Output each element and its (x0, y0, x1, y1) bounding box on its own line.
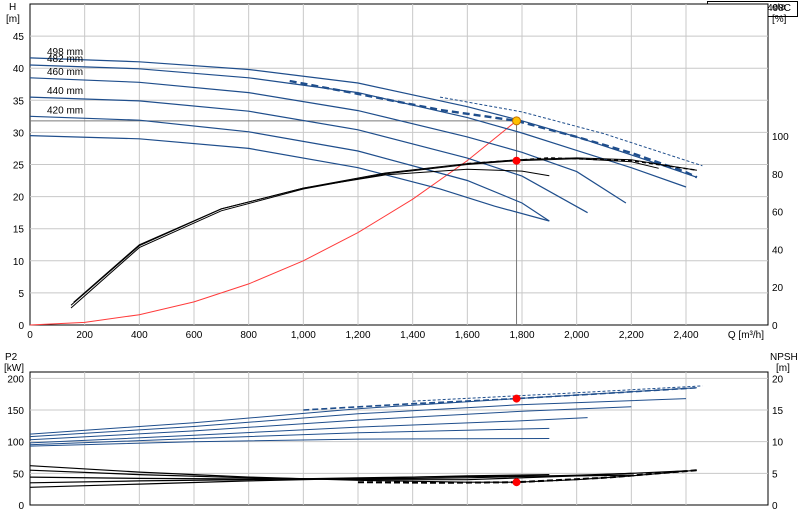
y-tick-label: 15 (13, 225, 25, 236)
y-tick-label: 25 (13, 161, 25, 172)
head-curve (29, 57, 698, 178)
y-tick-label: 30 (13, 128, 25, 139)
y-tick-label: 45 (13, 32, 25, 43)
y-axis-label: H (9, 2, 16, 13)
y-tick-label: 40 (13, 64, 25, 75)
npsh-tick-label: 15 (772, 406, 784, 417)
y2-tick-label: 60 (772, 208, 784, 219)
duty-point-eta (512, 156, 521, 165)
x-tick-label: 0 (27, 330, 33, 341)
npsh-curve (29, 474, 550, 488)
npsh-axis-unit: [m] (776, 363, 790, 374)
p2-tick-label: 150 (7, 406, 24, 417)
p2-tick-label: 50 (13, 469, 25, 480)
power-curve (29, 406, 632, 441)
head-curve (29, 77, 627, 204)
npsh-tick-label: 0 (772, 501, 778, 512)
x-tick-label: 200 (76, 330, 93, 341)
system-curve (29, 120, 517, 326)
p2-tick-label: 0 (18, 501, 24, 512)
p2-axis-label: P2 (5, 352, 18, 363)
head-curve (29, 64, 687, 188)
p2-axis-unit: [kW] (4, 363, 24, 374)
power-curve (29, 438, 550, 447)
x-tick-label: 1,600 (455, 330, 480, 341)
y-tick-label: 10 (13, 257, 25, 268)
head-curve-label: 440 mm (47, 86, 83, 97)
y-tick-label: 20 (13, 193, 25, 204)
y-tick-label: 35 (13, 96, 25, 107)
y2-tick-label: 20 (772, 283, 784, 294)
head-curve-label: 482 mm (47, 54, 83, 65)
y-tick-label: 5 (18, 289, 24, 300)
x-tick-label: 2,200 (619, 330, 644, 341)
eta-curve (73, 168, 550, 303)
x-tick-label: 2,400 (673, 330, 698, 341)
x-tick-label: 1,000 (291, 330, 316, 341)
head-curve-selected-dashed (289, 79, 698, 179)
npsh-tick-label: 20 (772, 374, 784, 385)
power-curve (29, 427, 550, 446)
y2-tick-label: 100 (772, 132, 789, 143)
y2-axis-unit: [%] (772, 14, 787, 25)
x-tick-label: 2,000 (564, 330, 589, 341)
p2-tick-label: 100 (7, 438, 24, 449)
x-axis-label: Q [m³/h] (728, 330, 764, 341)
head-curve-max-dashed (439, 96, 703, 167)
head-curve-label: 498 mm (47, 47, 83, 58)
x-tick-label: 1,400 (400, 330, 425, 341)
head-curve-label: 420 mm (47, 105, 83, 116)
npsh-tick-label: 10 (772, 438, 784, 449)
y2-tick-label: 40 (772, 245, 784, 256)
head-curve (29, 115, 550, 222)
x-tick-label: 400 (131, 330, 148, 341)
y2-tick-label: 0 (772, 321, 778, 332)
duty-point-head (512, 116, 522, 126)
power-curve (29, 417, 588, 444)
head-curve (29, 135, 550, 222)
npsh-axis-label: NPSH (770, 352, 798, 363)
y-tick-label: 0 (18, 321, 24, 332)
y2-tick-label: 80 (772, 170, 784, 181)
y2-axis-label: eta (772, 2, 786, 13)
x-tick-label: 1,200 (345, 330, 370, 341)
head-curve-label: 460 mm (47, 67, 83, 78)
x-tick-label: 800 (240, 330, 257, 341)
y-axis-unit: [m] (6, 14, 20, 25)
head-curve (29, 96, 588, 214)
p2-tick-label: 200 (7, 374, 24, 385)
duty-point-power (512, 394, 521, 403)
x-tick-label: 1,800 (509, 330, 534, 341)
power-curve-max-dashed (412, 385, 703, 402)
power-curve-dashed (303, 387, 697, 411)
x-tick-label: 600 (186, 330, 203, 341)
npsh-tick-label: 5 (772, 469, 778, 480)
eta-curve-dashed (467, 157, 698, 171)
duty-point-npsh (512, 478, 521, 487)
power-curve (29, 398, 687, 438)
